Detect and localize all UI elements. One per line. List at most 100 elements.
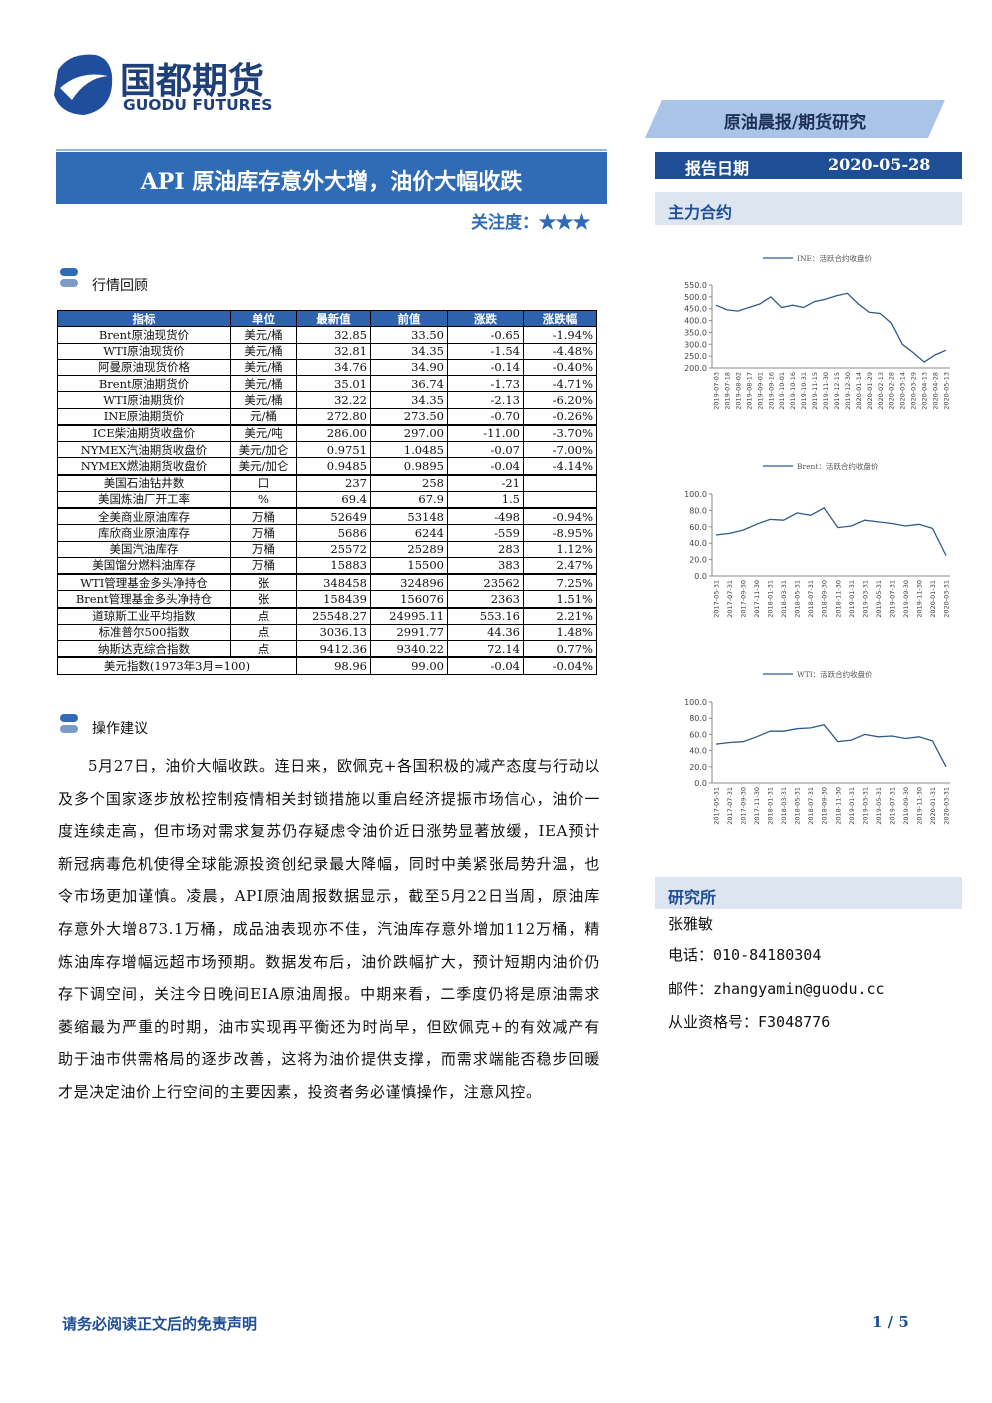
table-cell: 美元/桶 <box>230 326 297 344</box>
table-cell: 1.0485 <box>370 440 448 459</box>
table-cell: WTI原油现货价 <box>57 342 231 360</box>
table-cell: 324896 <box>370 573 448 592</box>
table-cell: 3036.13 <box>296 623 371 642</box>
table-cell: 库欣商业原油库存 <box>57 524 231 542</box>
table-cell: 32.81 <box>296 342 371 360</box>
table-cell: 道琼斯工业平均指数 <box>57 607 231 625</box>
y-tick-label: 20.0 <box>689 763 707 772</box>
table-cell: 67.9 <box>370 490 448 509</box>
table-cell: 阿曼原油现货价格 <box>57 358 231 377</box>
x-tick-label: 2020-05-13 <box>943 372 951 410</box>
x-tick-label: 2020-03-31 <box>943 580 951 618</box>
table-cell: 286.00 <box>296 424 371 442</box>
table-cell: 44.36 <box>447 623 524 642</box>
x-tick-label: 2019-12-30 <box>844 372 852 410</box>
table-row: 库欣商业原油库存 万桶 5686 6244 -559 -8.95% <box>57 524 597 542</box>
y-tick-label: 60.0 <box>689 730 707 739</box>
x-tick-label: 2019-11-30 <box>915 787 923 825</box>
x-tick-label: 2020-02-28 <box>888 372 896 410</box>
table-cell: 张 <box>230 573 297 592</box>
table-cell: Brent管理基金多头净持仓 <box>57 590 231 609</box>
table-cell: 1.12% <box>523 540 597 558</box>
table-row: ICE柴油期货收盘价 美元/吨 286.00 297.00 -11.00 -3.70% <box>57 424 597 442</box>
table-cell: 34.90 <box>370 358 448 377</box>
x-tick-label: 2019-09-16 <box>767 372 775 410</box>
table-cell: 2991.77 <box>370 623 448 642</box>
x-tick-label: 2019-03-31 <box>861 580 869 618</box>
title-bar <box>56 152 607 204</box>
table-row: 全美商业原油库存 万桶 52649 53148 -498 -0.94% <box>57 507 597 526</box>
advice-text: 5月27日，油价大幅收跌。连日来，欧佩克+各国积极的减产态度与行动以及多个国家逐… <box>58 757 600 1101</box>
contracts-box <box>655 192 962 225</box>
disclaimer: 请务必阅读正文后的免责声明 <box>62 1315 258 1333</box>
table-cell: 348458 <box>296 573 371 592</box>
section-icon <box>60 268 78 287</box>
table-cell: 32.22 <box>296 391 371 409</box>
y-tick-label: 40.0 <box>689 539 707 548</box>
x-tick-label: 2018-01-31 <box>767 580 775 618</box>
research-title: 研究所 <box>668 888 717 907</box>
table-cell: -0.70 <box>447 407 524 426</box>
legend-label: Brent：活跃合约收盘价 <box>797 461 879 471</box>
table-cell: -0.94% <box>523 507 597 526</box>
table-cell: 2.21% <box>523 607 597 625</box>
table-cell: 2.47% <box>523 556 597 575</box>
x-tick-label: 2018-03-31 <box>780 580 788 618</box>
x-tick-label: 2019-11-15 <box>811 372 819 410</box>
x-tick-label: 2020-03-14 <box>899 372 907 410</box>
table-cell: -2.13 <box>447 391 524 409</box>
table-row: 纳斯达克综合指数点 9412.36 9340.22 72.14 0.77% <box>57 640 597 659</box>
table-cell: ICE柴油期货收盘价 <box>57 424 231 442</box>
x-tick-label: 2019-09-30 <box>902 787 910 825</box>
table-cell: 53148 <box>370 507 448 526</box>
table-cell: -4.48% <box>523 342 597 360</box>
column-header: 涨跌 <box>447 309 524 328</box>
x-tick-label: 2017-11-30 <box>753 580 761 618</box>
table-row: 标准普尔500指数点 3036.13 2991.77 44.36 1.48% <box>57 623 597 642</box>
table-cell: 34.35 <box>370 391 448 409</box>
table-cell: 6244 <box>370 524 448 542</box>
section-title: 行情回顾 <box>92 278 148 294</box>
table-row: 美元指数(1973年3月=100) 98.96 99.00 -0.04 -0.04% <box>57 656 597 675</box>
table-row: INE原油期货价 元/桶 272.80 273.50 -0.70 -0.26% <box>57 407 597 426</box>
x-tick-label: 2020-01-29 <box>866 372 874 410</box>
table-cell: -0.04% <box>523 656 597 675</box>
price-line <box>715 292 947 363</box>
table-cell: -0.07 <box>447 440 524 459</box>
table-cell: 美元/吨 <box>230 424 297 442</box>
table-row: Brent原油期货价 美元/桶 35.01 36.74 -1.73 -4.71% <box>57 374 597 393</box>
table-cell: 25289 <box>370 540 448 558</box>
x-tick-label: 2020-02-13 <box>877 372 885 410</box>
x-tick-label: 2018-01-31 <box>767 787 775 825</box>
table-cell: -6.20% <box>523 391 597 409</box>
table-cell: -0.65 <box>447 326 524 344</box>
table-cell: 0.9485 <box>296 457 371 476</box>
x-tick-label: 2020-04-28 <box>932 372 940 410</box>
x-tick-label: 2019-10-01 <box>778 372 786 410</box>
table-row: 道琼斯工业平均指数点 25548.27 24995.11 553.16 2.21% <box>57 607 597 625</box>
date-label: 报告日期 <box>685 159 750 178</box>
table-cell: -498 <box>447 507 524 526</box>
column-header: 指标 <box>57 309 231 328</box>
y-tick-label: 100.0 <box>684 490 707 499</box>
table-cell: % <box>230 490 297 509</box>
table-cell: -0.14 <box>447 358 524 377</box>
y-tick-label: 550.0 <box>684 281 707 290</box>
table-cell: 34.35 <box>370 342 448 360</box>
table-cell: 1.51% <box>523 590 597 609</box>
logo-en: GUODU FUTURES <box>123 96 273 114</box>
x-tick-label: 2018-11-30 <box>834 580 842 618</box>
x-tick-label: 2019-07-03 <box>713 372 721 410</box>
x-tick-label: 2017-07-31 <box>726 580 734 618</box>
table-cell <box>523 490 597 509</box>
table-cell: -1.54 <box>447 342 524 360</box>
table-cell: 点 <box>230 607 297 625</box>
table-cell: 258 <box>370 474 448 492</box>
table-cell: 0.77% <box>523 640 597 659</box>
table-cell: 283 <box>447 540 524 558</box>
table-cell: -559 <box>447 524 524 542</box>
x-tick-label: 2018-03-31 <box>780 787 788 825</box>
x-tick-label: 2019-11-30 <box>915 580 923 618</box>
table-cell: 5686 <box>296 524 371 542</box>
